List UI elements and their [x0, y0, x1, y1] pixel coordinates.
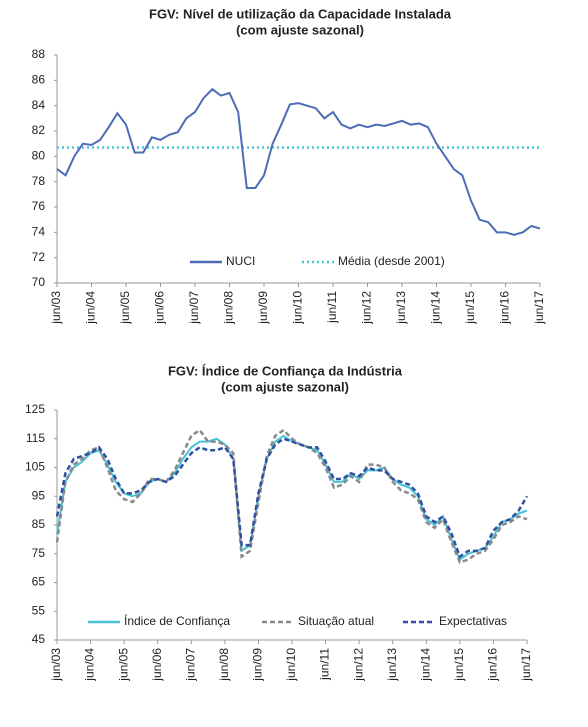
- chart-subtitle: (com ajuste sazonal): [236, 22, 364, 37]
- x-tick-label: jun/04: [83, 648, 97, 682]
- y-tick-label: 70: [32, 275, 46, 289]
- y-tick-label: 82: [32, 123, 46, 137]
- y-tick-label: 75: [32, 546, 46, 560]
- x-tick-label: jun/05: [118, 291, 132, 325]
- x-tick-label: jun/12: [351, 648, 365, 682]
- x-tick-label: jun/07: [187, 291, 201, 325]
- series-line: [56, 87, 541, 236]
- x-tick-label: jun/08: [217, 648, 231, 682]
- x-tick-label: jun/15: [463, 291, 477, 325]
- series-line: [55, 437, 529, 559]
- x-tick-label: jun/07: [183, 648, 197, 682]
- x-tick-label: jun/06: [153, 291, 167, 325]
- x-tick-label: jun/15: [452, 648, 466, 682]
- x-tick-label: jun/17: [532, 291, 546, 325]
- x-tick-label: jun/11: [318, 648, 332, 681]
- legend-label: Situação atual: [298, 614, 374, 628]
- x-tick-label: jun/12: [360, 291, 374, 325]
- y-tick-label: 78: [32, 174, 46, 188]
- x-tick-label: jun/17: [519, 648, 533, 682]
- x-tick-label: jun/03: [49, 648, 63, 682]
- series-line: [55, 428, 528, 564]
- x-tick-label: jun/05: [116, 648, 130, 682]
- x-tick-label: jun/10: [284, 648, 298, 682]
- y-tick-label: 85: [32, 517, 46, 531]
- x-tick-label: jun/04: [84, 291, 98, 325]
- y-tick-label: 65: [32, 575, 46, 589]
- x-tick-label: jun/09: [251, 648, 265, 682]
- x-tick-label: jun/10: [291, 291, 305, 325]
- y-tick-label: 115: [26, 431, 45, 445]
- chart-subtitle: (com ajuste sazonal): [221, 379, 349, 394]
- x-tick-label: jun/13: [385, 648, 399, 682]
- x-tick-label: jun/16: [486, 648, 500, 682]
- legend-label: Expectativas: [439, 614, 507, 628]
- x-tick-label: jun/14: [418, 648, 432, 682]
- chart-title: FGV: Índice de Confiança da Indústria: [168, 363, 403, 378]
- x-tick-label: jun/03: [49, 291, 63, 325]
- x-tick-label: jun/08: [222, 291, 236, 325]
- x-tick-label: jun/16: [498, 291, 512, 325]
- legend-label: NUCI: [226, 254, 255, 268]
- x-tick-label: jun/13: [394, 291, 408, 325]
- y-tick-label: 125: [25, 402, 45, 416]
- y-tick-label: 86: [32, 73, 46, 87]
- y-tick-label: 105: [25, 460, 45, 474]
- y-tick-label: 45: [32, 632, 46, 646]
- x-tick-label: jun/06: [150, 648, 164, 682]
- y-tick-label: 74: [32, 225, 46, 239]
- y-tick-label: 55: [32, 603, 46, 617]
- y-tick-label: 76: [32, 199, 46, 213]
- y-tick-label: 72: [32, 250, 46, 264]
- x-tick-label: jun/11: [325, 291, 339, 324]
- y-tick-label: 88: [32, 47, 46, 61]
- y-tick-label: 84: [32, 98, 46, 112]
- series-line: [56, 434, 528, 562]
- legend-label: Índice de Confiança: [124, 613, 230, 628]
- x-tick-label: jun/09: [256, 291, 270, 325]
- legend-label: Média (desde 2001): [338, 254, 445, 268]
- y-tick-label: 95: [32, 488, 46, 502]
- chart-title: FGV: Nível de utilização da Capacidade I…: [149, 6, 452, 21]
- x-tick-label: jun/14: [429, 291, 443, 325]
- y-tick-label: 80: [32, 149, 46, 163]
